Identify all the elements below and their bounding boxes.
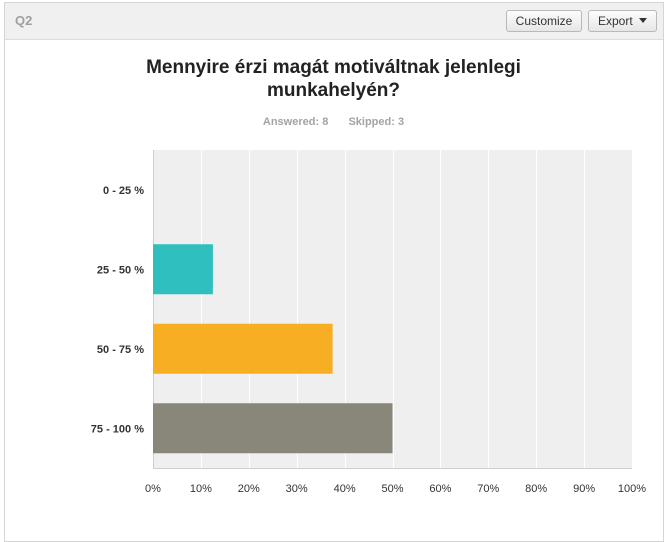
x-tick-label: 30% xyxy=(286,483,308,495)
x-tick-label: 20% xyxy=(238,483,260,495)
bar xyxy=(153,403,393,454)
x-tick-label: 80% xyxy=(525,483,547,495)
x-tick-label: 70% xyxy=(477,483,499,495)
response-summary: Answered: 8 Skipped: 3 xyxy=(0,116,667,128)
answered-count: 8 xyxy=(322,116,329,128)
bar xyxy=(153,244,213,295)
export-button-label: Export xyxy=(598,14,633,28)
chart-title: Mennyire érzi magát motiváltnak jelenleg… xyxy=(0,56,667,102)
chart-title-line-2: munkahelyén? xyxy=(266,80,401,101)
chart-title-line-1: Mennyire érzi magát motiváltnak jelenleg… xyxy=(146,57,521,78)
x-tick-label: 100% xyxy=(618,483,646,495)
customize-button-label: Customize xyxy=(515,14,573,28)
category-label: 25 - 50 % xyxy=(97,264,144,276)
x-tick-label: 60% xyxy=(429,483,451,495)
x-tick-label: 50% xyxy=(381,483,403,495)
answered-label: Answered: xyxy=(262,116,320,128)
category-label: 50 - 75 % xyxy=(97,344,144,356)
panel-header: Q2 Customize Export xyxy=(5,3,663,40)
skipped-label: Skipped: xyxy=(348,116,395,128)
x-tick-label: 10% xyxy=(190,483,212,495)
question-number: Q2 xyxy=(15,13,33,28)
bar xyxy=(153,323,333,374)
caret-down-icon xyxy=(638,18,647,24)
category-label: 75 - 100 % xyxy=(91,423,144,435)
category-label: 0 - 25 % xyxy=(103,185,144,197)
skipped-count: 3 xyxy=(397,116,405,128)
x-tick-label: 40% xyxy=(334,483,356,495)
x-tick-label: 0% xyxy=(145,483,161,495)
export-button[interactable]: Export xyxy=(588,10,657,32)
x-tick-label: 90% xyxy=(573,483,595,495)
customize-button[interactable]: Customize xyxy=(506,10,582,32)
